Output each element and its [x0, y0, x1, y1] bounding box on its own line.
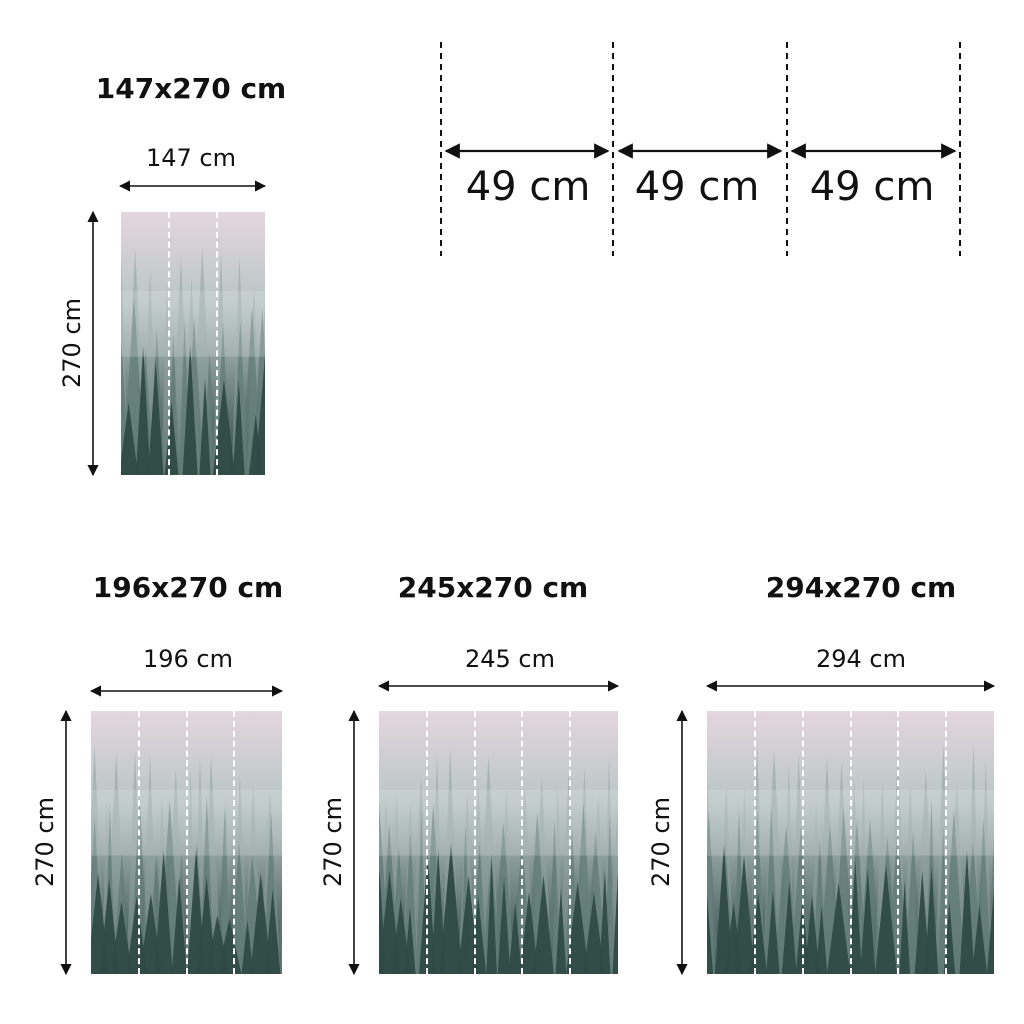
strip-seam: [185, 711, 188, 974]
strip-width-label: 49 cm: [634, 164, 760, 210]
height-label: 270 cm: [319, 796, 347, 888]
strip-seam: [945, 711, 948, 974]
height-label: 270 cm: [647, 796, 675, 888]
forest-wallpaper-preview: [91, 711, 282, 974]
forest-wallpaper-preview: [379, 711, 618, 974]
strip-seam: [473, 711, 476, 974]
forest-wallpaper-preview: [121, 212, 265, 475]
strip-seam: [569, 711, 572, 974]
size-title: 196x270 cm: [92, 571, 284, 604]
strip-seam: [849, 711, 852, 974]
width-label: 147 cm: [145, 144, 237, 172]
strip-seam: [216, 212, 218, 475]
width-label: 294 cm: [815, 645, 907, 673]
strip-seam: [897, 711, 900, 974]
height-label: 270 cm: [31, 796, 59, 888]
strip-seam: [233, 711, 236, 974]
strip-seam: [137, 711, 140, 974]
size-title: 294x270 cm: [765, 571, 957, 604]
strip-seam: [425, 711, 428, 974]
strip-seam: [521, 711, 524, 974]
strip-seam: [753, 711, 756, 974]
width-label: 245 cm: [464, 645, 556, 673]
size-title: 245x270 cm: [397, 571, 589, 604]
forest-wallpaper-preview: [707, 711, 994, 974]
strip-width-label: 49 cm: [465, 164, 591, 210]
width-label: 196 cm: [142, 645, 234, 673]
strip-width-label: 49 cm: [809, 164, 935, 210]
height-label: 270 cm: [58, 297, 86, 389]
strip-seam: [168, 212, 170, 475]
strip-seam: [801, 711, 804, 974]
size-title: 147x270 cm: [95, 72, 287, 105]
